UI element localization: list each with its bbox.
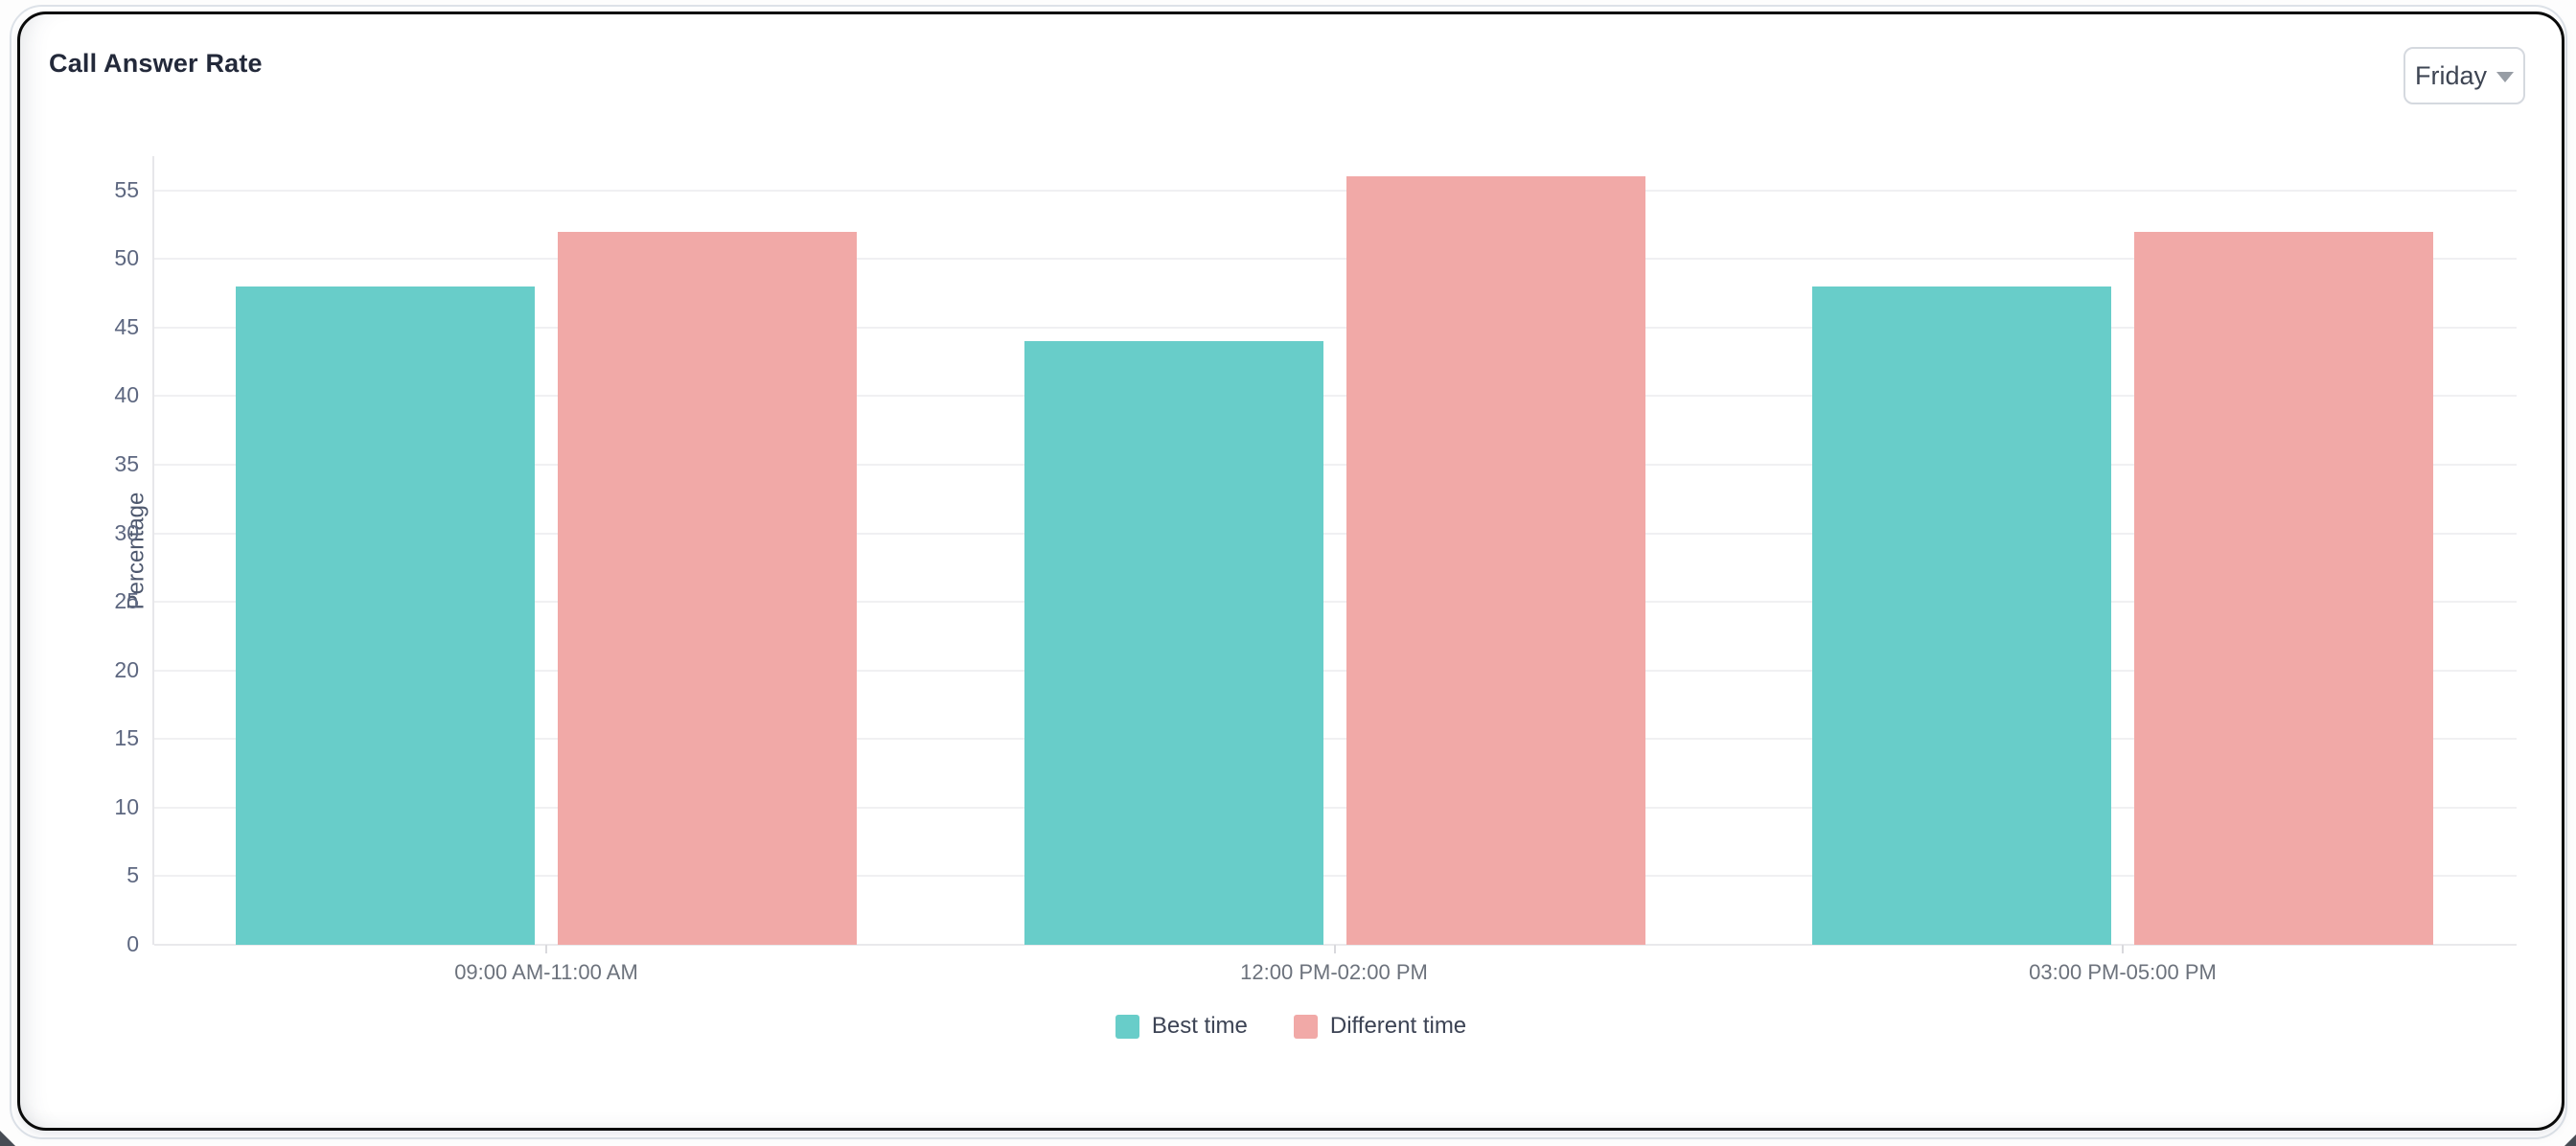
y-tick-label-15: 15 bbox=[114, 725, 139, 751]
y-tick-label-5: 5 bbox=[126, 862, 139, 888]
background-corner-fragment bbox=[2557, 1129, 2576, 1146]
bar-best-time-2[interactable] bbox=[1812, 286, 2111, 945]
y-tick-label-20: 20 bbox=[114, 656, 139, 682]
call-answer-rate-widget: Call Answer Rate Friday Percentage Best … bbox=[17, 11, 2564, 1131]
gridline-55 bbox=[154, 189, 2517, 192]
gridline-15 bbox=[154, 738, 2517, 741]
x-axis-tick-1 bbox=[1334, 945, 1336, 953]
legend-label: Different time bbox=[1329, 1013, 1467, 1039]
x-axis-label-0: 09:00 AM-11:00 AM bbox=[454, 960, 638, 984]
y-tick-label-55: 55 bbox=[114, 176, 139, 202]
gridline-50 bbox=[154, 258, 2517, 261]
chart-legend: Best time Different time bbox=[20, 1013, 2562, 1040]
gridline-25 bbox=[154, 601, 2517, 604]
gridline-40 bbox=[154, 395, 2517, 398]
x-axis-label-1: 12:00 PM-02:00 PM bbox=[1240, 960, 1428, 984]
gridline-30 bbox=[154, 532, 2517, 535]
legend-swatch-icon bbox=[1293, 1014, 1318, 1039]
background-corner-fragment bbox=[0, 1127, 21, 1146]
day-selector-value: Friday bbox=[2414, 60, 2487, 90]
x-axis-tick-2 bbox=[2122, 945, 2124, 953]
bar-different-time-0[interactable] bbox=[558, 232, 857, 945]
gridline-20 bbox=[154, 669, 2517, 672]
gridline-5 bbox=[154, 875, 2517, 878]
bar-best-time-0[interactable] bbox=[236, 286, 535, 945]
gridline-10 bbox=[154, 806, 2517, 809]
bar-different-time-2[interactable] bbox=[2134, 232, 2433, 945]
x-axis-tick-0 bbox=[545, 945, 547, 953]
widget-title: Call Answer Rate bbox=[49, 49, 263, 78]
bar-best-time-1[interactable] bbox=[1024, 341, 1323, 945]
chevron-down-icon bbox=[2496, 72, 2514, 82]
gridline-45 bbox=[154, 326, 2517, 329]
y-tick-label-35: 35 bbox=[114, 451, 139, 477]
legend-item-different-time[interactable]: Different time bbox=[1293, 1013, 1467, 1040]
y-tick-label-50: 50 bbox=[114, 245, 139, 271]
bar-different-time-1[interactable] bbox=[1346, 176, 1645, 945]
y-tick-label-30: 30 bbox=[114, 519, 139, 545]
legend-item-best-time[interactable]: Best time bbox=[1115, 1013, 1248, 1040]
legend-label: Best time bbox=[1151, 1013, 1248, 1039]
y-tick-label-0: 0 bbox=[126, 931, 139, 956]
day-selector-dropdown[interactable]: Friday bbox=[2404, 47, 2525, 104]
y-tick-label-10: 10 bbox=[114, 793, 139, 819]
y-tick-label-25: 25 bbox=[114, 588, 139, 614]
gridline-35 bbox=[154, 464, 2517, 467]
x-axis-label-2: 03:00 PM-05:00 PM bbox=[2029, 960, 2217, 984]
y-tick-label-40: 40 bbox=[114, 382, 139, 408]
y-tick-label-45: 45 bbox=[114, 313, 139, 339]
legend-swatch-icon bbox=[1115, 1014, 1139, 1039]
